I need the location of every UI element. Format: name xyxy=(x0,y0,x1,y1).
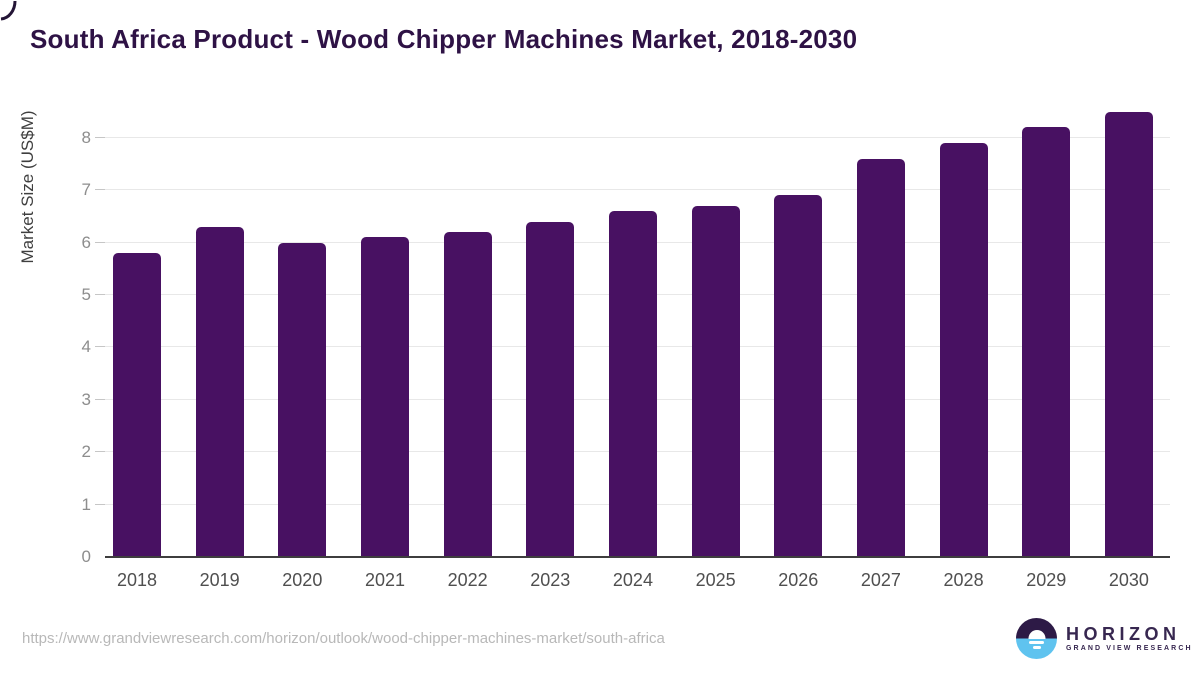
y-tick-label-4: 4 xyxy=(81,337,91,357)
bar-2023[interactable] xyxy=(526,221,575,557)
horizon-logo-icon xyxy=(1016,618,1057,659)
bar-2020[interactable] xyxy=(278,242,327,557)
y-tick-label-7: 7 xyxy=(81,180,91,200)
x-tick-label-2025: 2025 xyxy=(695,570,736,590)
y-tick-4 xyxy=(95,346,105,348)
bar-2018[interactable] xyxy=(113,253,161,557)
bar-2029[interactable] xyxy=(1022,127,1071,557)
x-tick-label-2027: 2027 xyxy=(860,570,901,590)
y-tick-label-3: 3 xyxy=(81,389,91,409)
bar-2019[interactable] xyxy=(195,226,244,557)
bar-2030[interactable] xyxy=(1104,111,1153,557)
source-url: https://www.grandviewresearch.com/horizo… xyxy=(22,630,665,647)
rounded-corner-artifact xyxy=(0,0,17,21)
y-tick-2 xyxy=(95,451,105,453)
x-axis-line xyxy=(105,556,1170,558)
y-tick-5 xyxy=(95,294,105,295)
wave-line-icon xyxy=(1032,646,1041,649)
x-tick-label-2024: 2024 xyxy=(612,570,653,590)
bar-2027[interactable] xyxy=(856,158,905,557)
x-tick-label-2029: 2029 xyxy=(1026,570,1067,590)
y-tick-label-2: 2 xyxy=(81,442,91,462)
horizon-logo: HORIZON GRAND VIEW RESEARCH xyxy=(1016,618,1193,659)
y-tick-label-6: 6 xyxy=(81,232,91,252)
y-axis-title: Market Size (US$M) xyxy=(18,110,37,264)
x-tick-label-2019: 2019 xyxy=(199,570,240,590)
logo-text: HORIZON GRAND VIEW RESEARCH xyxy=(1066,625,1193,652)
x-tick-label-2022: 2022 xyxy=(447,570,488,590)
sun-dome-icon xyxy=(1028,629,1045,639)
y-tick-label-5: 5 xyxy=(81,285,91,304)
x-tick-label-2018: 2018 xyxy=(116,570,158,590)
chart-title: South Africa Product - Wood Chipper Mach… xyxy=(30,24,858,54)
y-tick-label-0: 0 xyxy=(81,547,91,566)
y-tick-3 xyxy=(95,398,105,400)
bar-2028[interactable] xyxy=(939,143,988,557)
y-tick-7 xyxy=(95,189,105,191)
bars-row xyxy=(105,97,1170,557)
wave-line-icon xyxy=(1029,641,1044,644)
x-tick-labels: 2018 2019 2020 2021 2022 2023 2024 2025 2026 2027… xyxy=(105,570,1170,591)
x-tick-label-2023: 2023 xyxy=(530,570,571,590)
gridline-8 xyxy=(105,136,1170,138)
x-tick-label-2030: 2030 xyxy=(1108,570,1149,590)
y-tick-label-1: 1 xyxy=(81,494,91,514)
bar-2022[interactable] xyxy=(443,232,492,557)
y-tick-6 xyxy=(95,241,105,243)
bar-2026[interactable] xyxy=(774,195,823,557)
y-tick-8 xyxy=(95,136,105,138)
bar-2025[interactable] xyxy=(691,205,740,557)
gridline-7 xyxy=(105,189,1170,191)
x-tick-label-2026: 2026 xyxy=(778,570,819,590)
logo-subtitle: GRAND VIEW RESEARCH xyxy=(1066,645,1193,652)
logo-name: HORIZON xyxy=(1066,624,1181,644)
x-tick-label-2021: 2021 xyxy=(364,570,405,590)
x-tick-label-2028: 2028 xyxy=(943,570,984,590)
y-tick-1 xyxy=(95,503,105,505)
bar-2021[interactable] xyxy=(360,237,409,557)
bar-2024[interactable] xyxy=(608,211,657,557)
x-tick-label-2020: 2020 xyxy=(282,570,323,590)
y-tick-label-8: 8 xyxy=(81,127,91,147)
